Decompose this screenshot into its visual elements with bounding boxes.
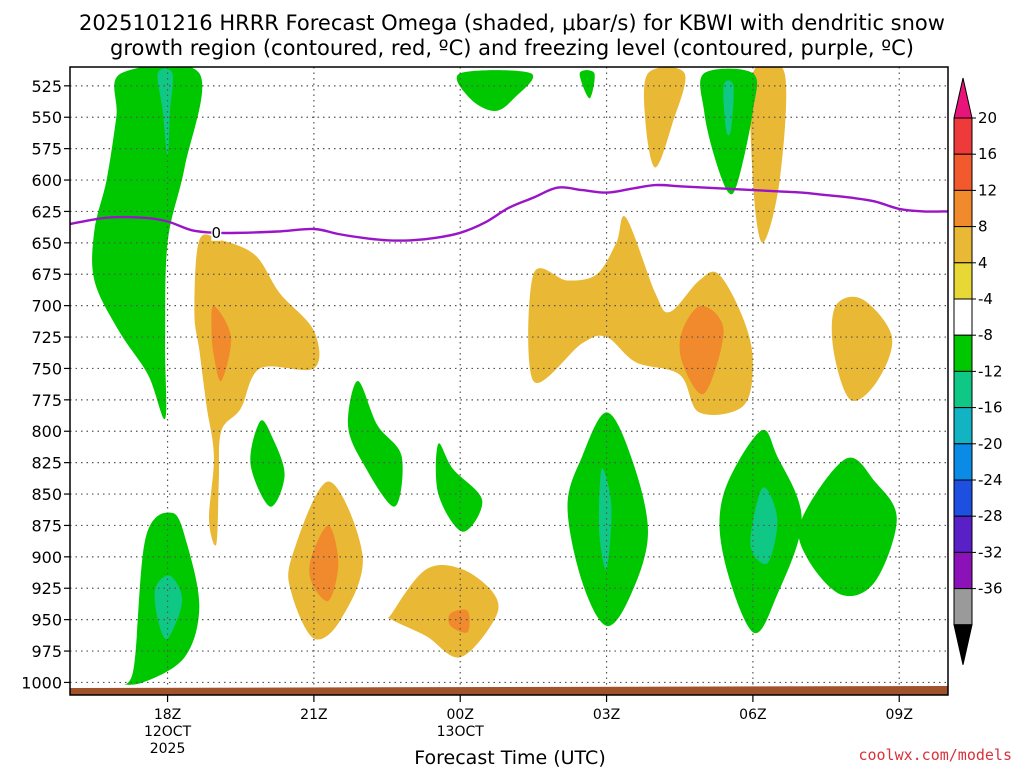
omega-region-14 xyxy=(679,305,724,395)
y-tick-label-950: 950 xyxy=(31,611,62,630)
colorbar-bin-2 xyxy=(953,153,973,191)
omega-shaded-regions xyxy=(92,67,897,685)
x-tick-label-00Z: 00Z xyxy=(447,707,474,723)
plot-background xyxy=(70,67,948,695)
colorbar-bin-9 xyxy=(953,407,973,445)
omega-region-17 xyxy=(750,67,787,243)
y-tick-label-550: 550 xyxy=(31,108,62,127)
colorbar-label-11: -28 xyxy=(978,507,1003,525)
y-tick-label-825: 825 xyxy=(31,454,62,473)
plot-grid xyxy=(70,67,948,695)
omega-region-10 xyxy=(448,609,470,633)
omega-region-2 xyxy=(194,234,320,546)
colorbar-bin-11 xyxy=(953,479,973,517)
plot-frame xyxy=(69,66,949,696)
y-tick-label-675: 675 xyxy=(31,265,62,284)
colorbar-label-3: 8 xyxy=(978,218,988,236)
ground-surface xyxy=(70,686,948,695)
y-tick-label-725: 725 xyxy=(31,328,62,347)
colorbar-label-2: 12 xyxy=(978,181,997,199)
x-tick-label-03Z: 03Z xyxy=(593,707,620,723)
colorbar-bin-3 xyxy=(953,189,973,228)
colorbar-bin-7 xyxy=(953,334,973,372)
y-tick-label-600: 600 xyxy=(31,171,62,190)
omega-region-26 xyxy=(798,457,897,597)
omega-region-19 xyxy=(723,80,734,136)
chart-title-line2: growth region (contoured, red, ºC) and f… xyxy=(110,36,914,60)
y-tick-label-875: 875 xyxy=(31,516,62,535)
omega-region-20 xyxy=(456,70,534,111)
watermark: coolwx.com/models xyxy=(858,746,1012,764)
colorbar: 20 16 12 8 4 -4 -8 -12 -16 -20 -24 -28 -32 -36 xyxy=(953,77,1003,665)
colorbar-label-0: 20 xyxy=(978,109,997,127)
colorbar-label-9: -20 xyxy=(978,435,1003,453)
x-tick-date-00Z: 13OCT xyxy=(437,724,485,740)
omega-region-6 xyxy=(435,443,483,532)
colorbar-bin-8 xyxy=(953,370,973,409)
omega-region-1 xyxy=(157,68,174,155)
omega-region-15 xyxy=(831,296,893,401)
y-tick-label-750: 750 xyxy=(31,359,62,378)
chart-title-line1: 2025101216 HRRR Forecast Omega (shaded, … xyxy=(79,11,945,35)
x-tick-year-18Z: 2025 xyxy=(150,741,186,757)
y-tick-label-625: 625 xyxy=(31,202,62,221)
colorbar-bin-5 xyxy=(953,262,973,300)
y-tick-label-775: 775 xyxy=(31,391,62,410)
colorbar-bin-14 xyxy=(953,588,973,626)
colorbar-label-7: -12 xyxy=(978,362,1003,380)
colorbar-label-8: -16 xyxy=(978,399,1003,417)
x-tick-label-18Z: 18Z xyxy=(154,707,181,723)
y-tick-label-650: 650 xyxy=(31,234,62,253)
x-tick-label-09Z: 09Z xyxy=(886,707,913,723)
x-tick-label-06Z: 06Z xyxy=(739,707,766,723)
colorbar-bin-1 xyxy=(953,117,973,155)
omega-region-9 xyxy=(387,565,499,658)
y-tick-label-925: 925 xyxy=(31,579,62,598)
colorbar-label-5: -4 xyxy=(978,290,993,308)
y-tick-label-575: 575 xyxy=(31,140,62,159)
colorbar-label-6: -8 xyxy=(978,326,993,344)
omega-region-23 xyxy=(598,468,612,570)
colorbar-label-12: -32 xyxy=(978,543,1003,561)
x-tick-date-18Z: 12OCT xyxy=(144,724,192,740)
omega-region-4 xyxy=(250,420,285,507)
x-axis-title: Forecast Time (UTC) xyxy=(414,747,605,768)
colorbar-bin-10 xyxy=(953,443,973,481)
colorbar-bottom-arrow xyxy=(953,624,973,665)
y-tick-label-800: 800 xyxy=(31,422,62,441)
omega-region-12 xyxy=(154,575,183,639)
omega-region-3 xyxy=(211,305,232,382)
freezing-level-label: 0 xyxy=(212,224,222,242)
colorbar-label-1: 16 xyxy=(978,145,997,163)
colorbar-bin-4 xyxy=(953,226,973,264)
omega-region-5 xyxy=(347,381,403,507)
colorbar-bin-12 xyxy=(953,515,973,553)
colorbar-top-arrow xyxy=(953,77,973,119)
freezing-level-layer: 0 xyxy=(70,183,948,242)
y-tick-label-975: 975 xyxy=(31,642,62,661)
y-tick-label-700: 700 xyxy=(31,297,62,316)
y-tick-label-900: 900 xyxy=(31,548,62,567)
freezing-level-label-bg xyxy=(211,224,222,241)
colorbar-label-4: 4 xyxy=(978,254,988,272)
y-axis: 525 550 575 600 625 650 675 700 725 750 775 800 825 8… xyxy=(21,77,70,692)
y-tick-label-1000: 1000 xyxy=(21,673,62,692)
colorbar-label-10: -24 xyxy=(978,471,1003,489)
x-tick-label-21Z: 21Z xyxy=(300,707,327,723)
colorbar-label-13: -36 xyxy=(978,580,1003,598)
omega-region-8 xyxy=(309,525,339,602)
y-tick-label-850: 850 xyxy=(31,485,62,504)
omega-region-21 xyxy=(579,70,595,99)
freezing-level-line xyxy=(70,183,948,242)
colorbar-bin-6 xyxy=(953,298,973,336)
colorbar-bin-13 xyxy=(953,551,973,590)
y-tick-label-525: 525 xyxy=(31,77,62,96)
